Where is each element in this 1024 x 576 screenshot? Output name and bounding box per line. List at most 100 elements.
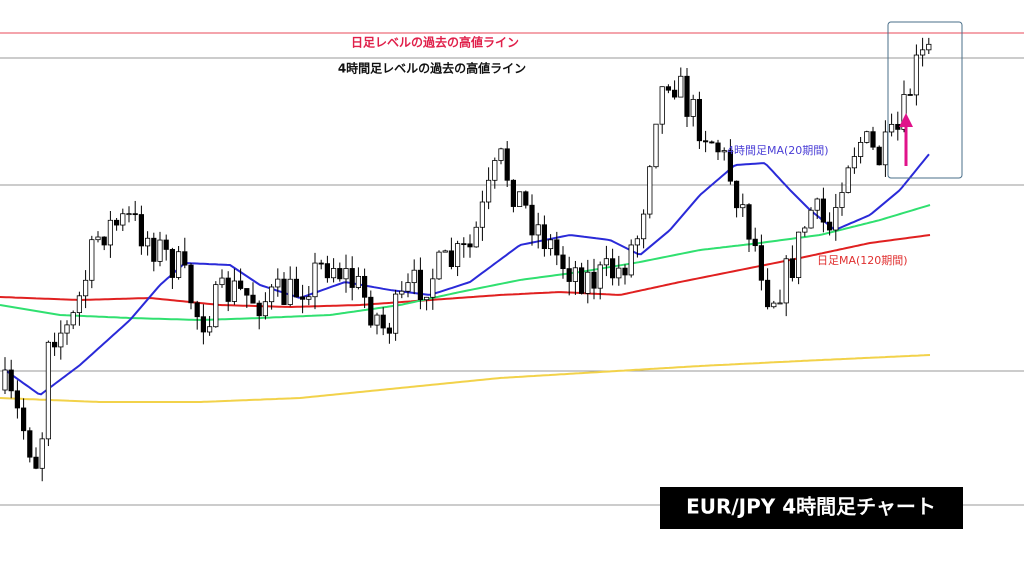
candle-body <box>634 238 641 246</box>
candle-body <box>659 86 665 125</box>
candle-body <box>306 296 312 300</box>
candle-body <box>287 278 293 305</box>
candle-body <box>256 302 262 317</box>
ma-line <box>0 204 931 322</box>
candle-body <box>560 254 566 270</box>
candle-body <box>858 141 864 157</box>
candle-body <box>299 296 306 300</box>
candle-body <box>45 341 52 440</box>
candle-body <box>244 288 250 296</box>
candle-body <box>740 204 746 209</box>
candle-body <box>39 438 45 469</box>
candle-body <box>721 150 727 153</box>
candle-body <box>616 267 622 279</box>
candle-body <box>144 237 151 247</box>
candle-body <box>442 250 448 253</box>
candles <box>2 37 932 482</box>
candle-body <box>175 251 182 278</box>
candle-body <box>498 148 504 161</box>
annotation: 日足MA(120期間) <box>817 254 908 267</box>
candle-body <box>114 219 120 226</box>
candle-body <box>820 198 827 223</box>
candle-body <box>758 245 765 281</box>
candle-body <box>225 277 231 302</box>
candle-body <box>603 258 610 266</box>
title-box <box>660 487 963 529</box>
candle-body <box>8 369 14 392</box>
candle-body <box>647 166 653 215</box>
candle-body <box>101 236 107 246</box>
candle-body <box>120 213 126 226</box>
candle-body <box>467 243 473 248</box>
candle-body <box>330 268 337 279</box>
candle-body <box>727 150 734 182</box>
candle-body <box>709 141 715 144</box>
candle-body <box>548 239 554 250</box>
ma-line <box>0 234 931 309</box>
candle-body <box>907 94 913 96</box>
candle-body <box>610 258 616 279</box>
candle-body <box>579 267 585 294</box>
candle-body <box>715 142 721 153</box>
candle-body <box>392 293 399 334</box>
candle-body <box>684 75 690 117</box>
candle-body <box>312 262 318 298</box>
candle-body <box>628 244 634 276</box>
candle-body <box>591 271 597 289</box>
candle-body <box>597 264 603 289</box>
arrow-head <box>899 113 913 127</box>
candle-body <box>374 314 380 326</box>
candle-body <box>163 239 169 250</box>
candle-body <box>523 191 529 206</box>
candle-body <box>690 98 696 117</box>
candle-body <box>672 89 678 98</box>
candle-body <box>2 369 8 391</box>
candle-body <box>27 430 33 458</box>
candle-body <box>517 191 523 207</box>
candle-body <box>485 179 492 203</box>
candle-body <box>281 278 287 305</box>
candle-body <box>876 146 882 166</box>
candle-body <box>64 324 70 334</box>
ma-line <box>0 354 931 403</box>
candle-body <box>293 278 300 298</box>
candle-body <box>436 251 442 280</box>
candle-body <box>913 54 920 96</box>
candle-body <box>268 286 275 303</box>
candle-body <box>213 284 219 328</box>
highlight-box <box>887 21 963 179</box>
candle-body <box>380 314 386 329</box>
candle-body <box>796 231 802 278</box>
candle-body <box>510 179 517 207</box>
candle-body <box>399 290 405 295</box>
candle-body <box>882 131 889 166</box>
candle-body <box>920 49 926 56</box>
candle-body <box>541 224 548 250</box>
candle-body <box>70 312 76 326</box>
candle-body <box>665 86 672 91</box>
candle-body <box>454 243 461 268</box>
candle-body <box>157 239 163 262</box>
candle-body <box>188 264 194 304</box>
candle-body <box>126 213 132 216</box>
candle-body <box>361 275 368 298</box>
candle-body <box>746 204 752 240</box>
candle-body <box>492 160 498 181</box>
candle-body <box>808 209 814 229</box>
candle-body <box>901 94 907 130</box>
candle-body <box>337 268 343 280</box>
candle-body <box>734 180 740 209</box>
candle-body <box>250 294 256 304</box>
candle-body <box>585 271 591 294</box>
candle-body <box>417 269 424 301</box>
candle-body <box>789 258 796 278</box>
candle-body <box>138 214 144 247</box>
candle-body <box>368 296 374 326</box>
candle-body <box>423 296 430 301</box>
candle-body <box>926 43 932 51</box>
candle-body <box>343 268 349 280</box>
title: EUR/JPY 4時間足チャート <box>686 495 936 519</box>
candle-body <box>76 295 82 314</box>
candle-body <box>839 192 845 208</box>
candle-body <box>219 277 225 286</box>
